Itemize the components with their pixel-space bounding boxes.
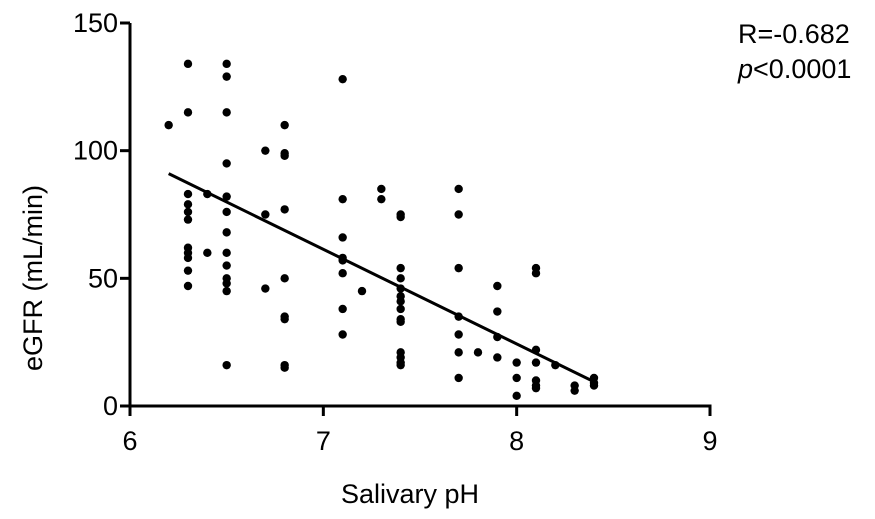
data-point [222, 228, 231, 237]
data-point [454, 373, 463, 383]
data-point [454, 184, 463, 194]
data-point [222, 207, 231, 217]
data-point [493, 281, 502, 291]
data-point [183, 281, 193, 291]
data-point [183, 108, 193, 117]
data-point [280, 314, 289, 324]
data-point [396, 317, 405, 326]
data-point [531, 383, 541, 393]
data-point [512, 373, 521, 383]
data-point [396, 304, 405, 314]
data-point [183, 215, 193, 224]
p-value: p<0.0001 [738, 52, 865, 86]
data-point [493, 353, 502, 362]
data-point [280, 151, 289, 160]
data-point [183, 207, 193, 217]
data-point [570, 386, 579, 395]
data-point [222, 59, 231, 69]
data-point [164, 120, 173, 130]
data-point [396, 360, 405, 370]
data-point [473, 348, 483, 357]
data-point [396, 274, 405, 283]
data-point [222, 286, 231, 296]
data-point [183, 189, 193, 199]
data-point [222, 360, 231, 370]
data-point [222, 248, 231, 257]
data-point [222, 261, 231, 270]
data-point [222, 108, 231, 117]
axes [120, 21, 712, 416]
data-point [512, 391, 521, 400]
data-point [280, 120, 289, 130]
data-point [493, 307, 502, 316]
correlation-coefficient: R=-0.682 [738, 19, 850, 49]
data-point [531, 358, 541, 367]
data-point [280, 274, 289, 283]
data-point [454, 330, 463, 339]
data-point [396, 297, 405, 306]
data-point [338, 269, 347, 278]
data-point [338, 330, 347, 339]
data-point [454, 348, 463, 357]
data-point [454, 263, 463, 273]
data-point [183, 253, 193, 263]
data-point [338, 233, 347, 242]
data-point [280, 205, 289, 214]
data-point [222, 72, 231, 81]
data-point [203, 248, 212, 257]
data-point [183, 59, 193, 69]
y-tick-label: 50 [88, 263, 118, 293]
data-point [531, 269, 541, 278]
data-point [396, 212, 405, 222]
data-point [261, 210, 270, 219]
data-point [512, 358, 521, 367]
y-axis-label: eGFR (mL/min) [18, 185, 48, 371]
x-tick-label: 6 [122, 426, 137, 456]
p-value-text: <0.0001 [753, 54, 852, 84]
data-point [280, 363, 289, 372]
data-point [183, 200, 193, 209]
data-point [357, 286, 367, 296]
x-tick-label: 9 [702, 426, 717, 456]
data-point [261, 146, 270, 155]
x-tick-label: 8 [509, 426, 524, 456]
data-point [222, 159, 231, 168]
data-point [589, 381, 599, 390]
tick-labels: 6 7 8 9 0 50 100 150 [73, 8, 718, 456]
y-tick-label: 100 [73, 136, 118, 166]
trendline [168, 172, 595, 384]
data-point [183, 266, 193, 275]
data-point [222, 192, 231, 201]
y-tick-label: 150 [73, 8, 118, 38]
p-symbol: p [738, 54, 754, 84]
data-point [454, 210, 463, 219]
data-point [377, 184, 386, 194]
trendline-group [168, 172, 595, 384]
data-point [338, 194, 347, 204]
data-point [261, 284, 270, 293]
x-tick-label: 7 [316, 426, 331, 456]
data-point [222, 279, 231, 288]
data-points [164, 59, 599, 400]
y-tick-label: 0 [103, 391, 118, 421]
data-point [338, 74, 347, 84]
data-point [396, 263, 405, 273]
x-axis-label: Salivary pH [341, 479, 479, 509]
data-point [338, 304, 347, 314]
data-point [377, 194, 386, 204]
